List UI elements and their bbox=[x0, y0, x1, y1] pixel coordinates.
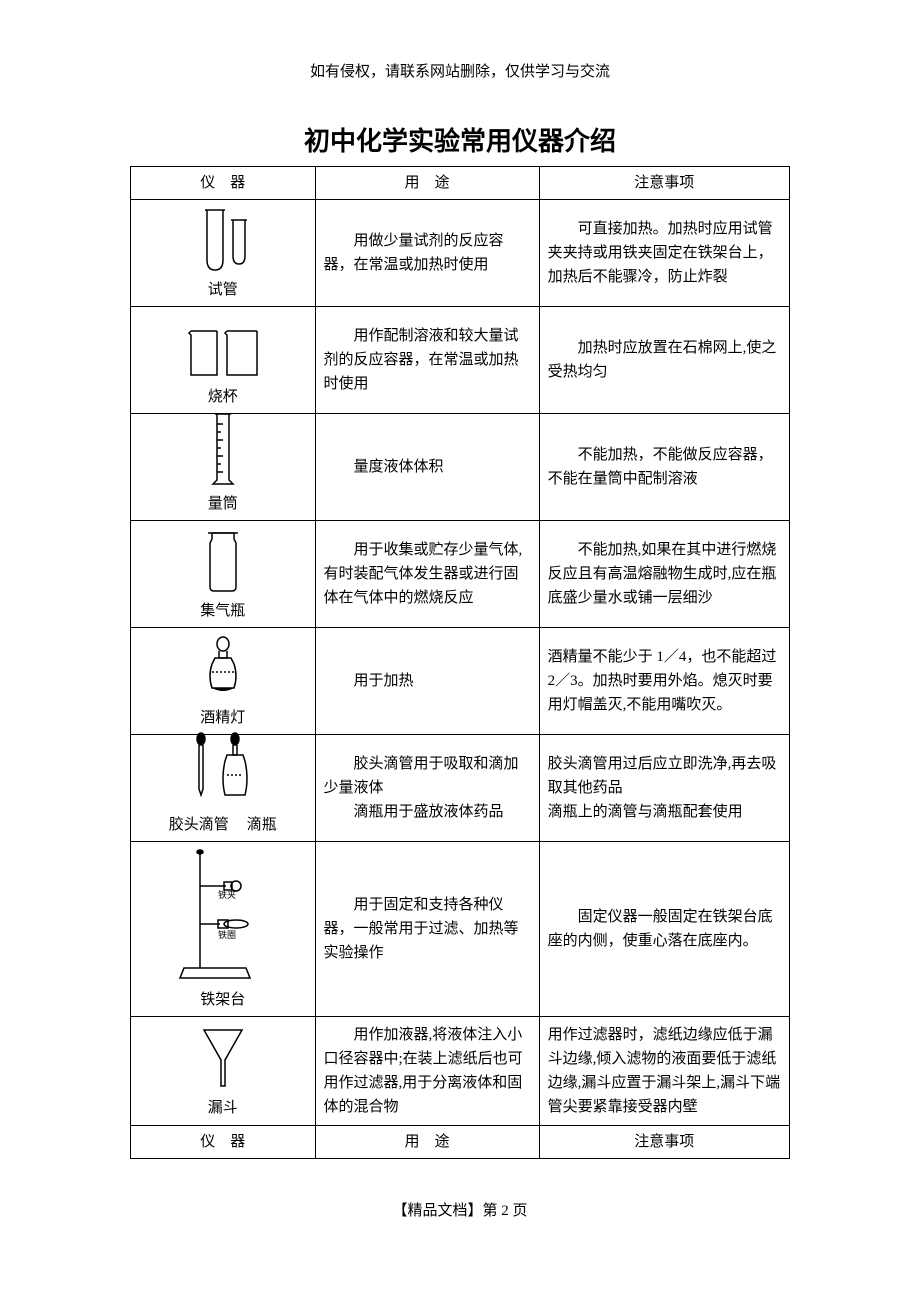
table-row: 酒精灯 用于加热 酒精量不能少于 1／4，也不能超过 2／3。加热时要用外焰。熄… bbox=[131, 628, 790, 735]
usage-cell: 量度液体体积 bbox=[315, 414, 539, 521]
apparatus-label: 烧杯 bbox=[135, 385, 311, 409]
header-apparatus: 仪 器 bbox=[131, 167, 316, 200]
beaker-icon bbox=[135, 311, 311, 383]
gas-jar-icon bbox=[135, 525, 311, 597]
page-footer: 【精品文档】第 2 页 bbox=[130, 1199, 790, 1220]
alcohol-lamp-icon bbox=[135, 632, 311, 704]
svg-text:铁夹: 铁夹 bbox=[218, 889, 236, 900]
usage-cell: 用于加热 bbox=[315, 628, 539, 735]
footer-page-number: 第 2 页 bbox=[483, 1203, 528, 1219]
note-cell: 不能加热,如果在其中进行燃烧反应且有高温熔融物生成时,应在瓶底盛少量水或铺一层细… bbox=[539, 521, 789, 628]
graduated-cylinder-icon bbox=[135, 418, 311, 490]
header-disclaimer: 如有侵权，请联系网站删除，仅供学习与交流 bbox=[130, 60, 790, 81]
iron-stand-icon: 铁夹 铁圈 bbox=[135, 846, 311, 986]
note-cell: 加热时应放置在石棉网上,使之受热均匀 bbox=[539, 307, 789, 414]
apparatus-label-dropper: 胶头滴管 bbox=[169, 813, 229, 837]
apparatus-label: 集气瓶 bbox=[135, 599, 311, 623]
apparatus-label: 试管 bbox=[135, 278, 311, 302]
usage-line: 滴瓶用于盛放液体药品 bbox=[324, 800, 531, 824]
table-row: 胶头滴管 滴瓶 胶头滴管用于吸取和滴加少量液体 滴瓶用于盛放液体药品 胶头滴管用… bbox=[131, 735, 790, 842]
note-line: 胶头滴管用过后应立即洗净,再去吸取其他药品 bbox=[548, 752, 781, 800]
usage-cell: 用于收集或贮存少量气体,有时装配气体发生器或进行固体在气体中的燃烧反应 bbox=[315, 521, 539, 628]
apparatus-label: 酒精灯 bbox=[135, 706, 311, 730]
header-note: 注意事项 bbox=[539, 167, 789, 200]
header-apparatus: 仪 器 bbox=[131, 1126, 316, 1159]
apparatus-label: 量筒 bbox=[135, 492, 311, 516]
table-row: 试管 用做少量试剂的反应容器，在常温或加热时使用 可直接加热。加热时应用试管夹夹… bbox=[131, 200, 790, 307]
note-cell: 固定仪器一般固定在铁架台底座的内侧，使重心落在底座内。 bbox=[539, 842, 789, 1017]
usage-cell: 用做少量试剂的反应容器，在常温或加热时使用 bbox=[315, 200, 539, 307]
note-cell: 胶头滴管用过后应立即洗净,再去吸取其他药品 滴瓶上的滴管与滴瓶配套使用 bbox=[539, 735, 789, 842]
header-usage: 用 途 bbox=[315, 167, 539, 200]
test-tube-icon bbox=[135, 204, 311, 276]
header-usage: 用 途 bbox=[315, 1126, 539, 1159]
table-row: 集气瓶 用于收集或贮存少量气体,有时装配气体发生器或进行固体在气体中的燃烧反应 … bbox=[131, 521, 790, 628]
table-row: 漏斗 用作加液器,将液体注入小口径容器中;在装上滤纸后也可用作过滤器,用于分离液… bbox=[131, 1017, 790, 1126]
table-row: 铁夹 铁圈 铁架台 用于固定和支持各种仪器，一般常用于过滤、加热等实验操作 固定… bbox=[131, 842, 790, 1017]
dropper-bottle-icon bbox=[135, 739, 311, 811]
table-header-row: 仪 器 用 途 注意事项 bbox=[131, 167, 790, 200]
usage-cell: 胶头滴管用于吸取和滴加少量液体 滴瓶用于盛放液体药品 bbox=[315, 735, 539, 842]
usage-cell: 用作配制溶液和较大量试剂的反应容器，在常温或加热时使用 bbox=[315, 307, 539, 414]
funnel-icon bbox=[135, 1022, 311, 1094]
note-cell: 不能加热，不能做反应容器，不能在量筒中配制溶液 bbox=[539, 414, 789, 521]
page-title: 初中化学实验常用仪器介绍 bbox=[130, 121, 790, 158]
usage-cell: 用作加液器,将液体注入小口径容器中;在装上滤纸后也可用作过滤器,用于分离液体和固… bbox=[315, 1017, 539, 1126]
usage-line: 胶头滴管用于吸取和滴加少量液体 bbox=[324, 752, 531, 800]
apparatus-label: 漏斗 bbox=[135, 1096, 311, 1120]
usage-cell: 用于固定和支持各种仪器，一般常用于过滤、加热等实验操作 bbox=[315, 842, 539, 1017]
table-header-row-bottom: 仪 器 用 途 注意事项 bbox=[131, 1126, 790, 1159]
apparatus-label: 铁架台 bbox=[135, 988, 311, 1012]
table-row: 烧杯 用作配制溶液和较大量试剂的反应容器，在常温或加热时使用 加热时应放置在石棉… bbox=[131, 307, 790, 414]
note-line: 滴瓶上的滴管与滴瓶配套使用 bbox=[548, 800, 781, 824]
table-row: 量筒 量度液体体积 不能加热，不能做反应容器，不能在量筒中配制溶液 bbox=[131, 414, 790, 521]
apparatus-label-bottle: 滴瓶 bbox=[247, 813, 277, 837]
footer-prefix: 【精品文档】 bbox=[392, 1203, 482, 1219]
note-cell: 酒精量不能少于 1／4，也不能超过 2／3。加热时要用外焰。熄灭时要用灯帽盖灭,… bbox=[539, 628, 789, 735]
note-cell: 用作过滤器时，滤纸边缘应低于漏斗边缘,倾入滤物的液面要低于滤纸边缘,漏斗应置于漏… bbox=[539, 1017, 789, 1126]
note-cell: 可直接加热。加热时应用试管夹夹持或用铁夹固定在铁架台上，加热后不能骤冷，防止炸裂 bbox=[539, 200, 789, 307]
svg-text:铁圈: 铁圈 bbox=[218, 929, 236, 940]
header-note: 注意事项 bbox=[539, 1126, 789, 1159]
apparatus-table: 仪 器 用 途 注意事项 试管 用做少量试剂的反应容器，在常温或加热时使用 可直… bbox=[130, 166, 790, 1159]
